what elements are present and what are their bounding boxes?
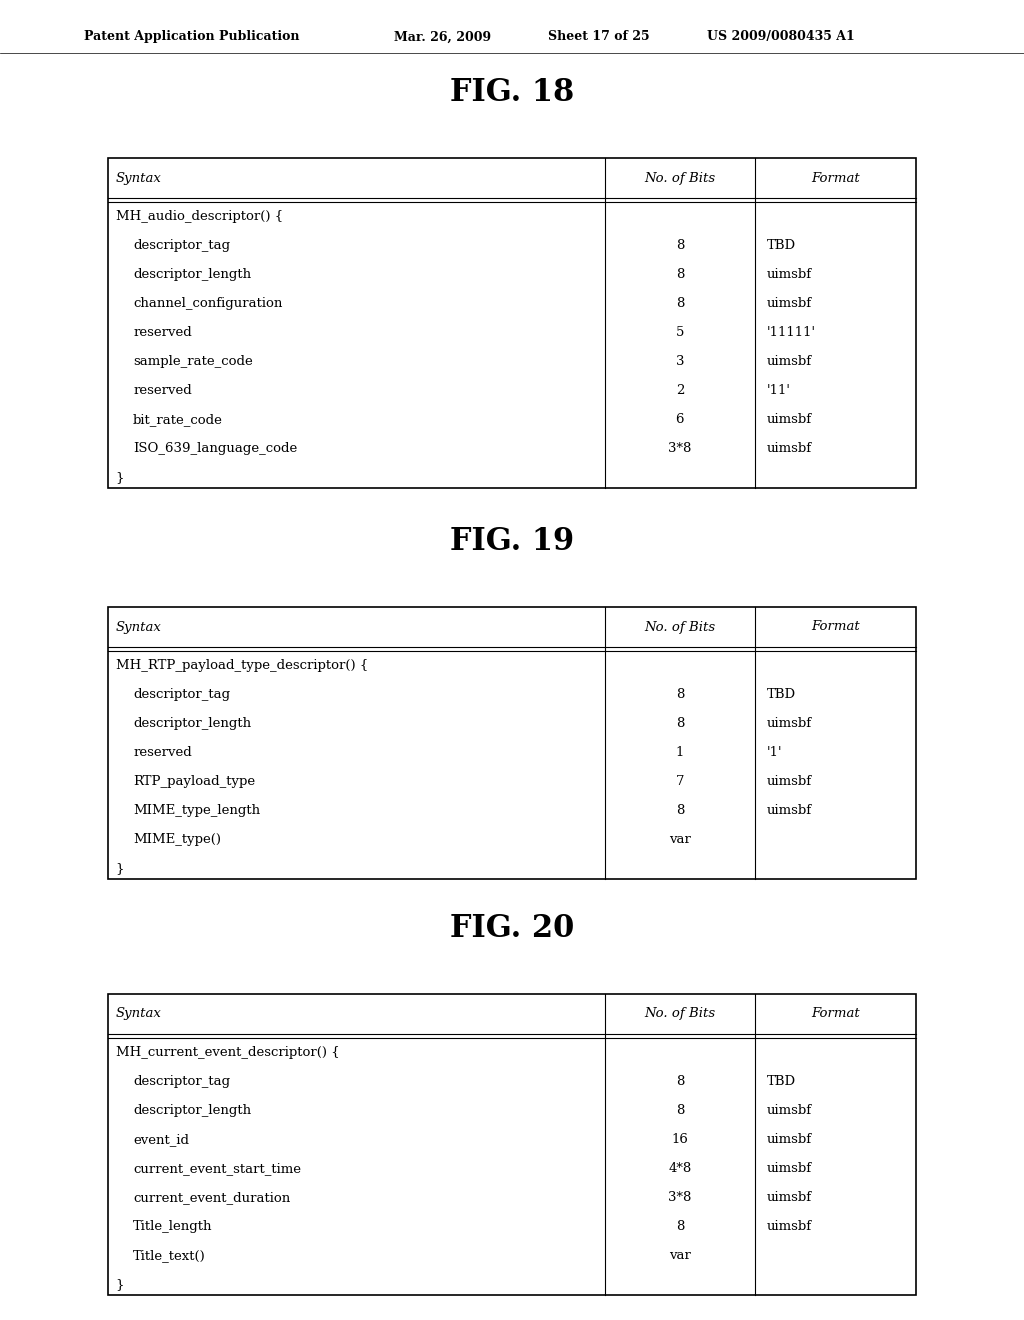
Text: 8: 8 <box>676 1074 684 1088</box>
Text: descriptor_length: descriptor_length <box>133 717 251 730</box>
Text: current_event_start_time: current_event_start_time <box>133 1162 301 1175</box>
Text: descriptor_tag: descriptor_tag <box>133 1074 230 1088</box>
Text: descriptor_tag: descriptor_tag <box>133 239 230 252</box>
Text: uimsbf: uimsbf <box>767 717 812 730</box>
Text: Title_text(): Title_text() <box>133 1249 206 1262</box>
Text: 4*8: 4*8 <box>669 1162 691 1175</box>
Text: 8: 8 <box>676 1104 684 1117</box>
Text: 3*8: 3*8 <box>669 1191 691 1204</box>
Text: 16: 16 <box>672 1133 688 1146</box>
Text: 6: 6 <box>676 413 684 426</box>
Text: '11': '11' <box>767 384 791 397</box>
Text: 8: 8 <box>676 239 684 252</box>
Text: }: } <box>116 1278 124 1291</box>
Text: Format: Format <box>811 172 860 185</box>
Text: RTP_payload_type: RTP_payload_type <box>133 775 255 788</box>
Text: uimsbf: uimsbf <box>767 1133 812 1146</box>
Text: 8: 8 <box>676 688 684 701</box>
Text: }: } <box>116 862 124 875</box>
Text: }: } <box>116 471 124 484</box>
Text: Patent Application Publication: Patent Application Publication <box>84 30 299 44</box>
Text: Title_length: Title_length <box>133 1220 213 1233</box>
Text: Syntax: Syntax <box>116 172 162 185</box>
Text: FIG. 20: FIG. 20 <box>450 913 574 944</box>
Text: '1': '1' <box>767 746 782 759</box>
Text: MIME_type(): MIME_type() <box>133 833 221 846</box>
Text: 7: 7 <box>676 775 684 788</box>
Bar <box>108 158 916 488</box>
Text: reserved: reserved <box>133 384 191 397</box>
Text: No. of Bits: No. of Bits <box>644 1007 716 1020</box>
Text: uimsbf: uimsbf <box>767 1191 812 1204</box>
Text: FIG. 19: FIG. 19 <box>450 527 574 557</box>
Bar <box>108 607 916 879</box>
Text: MH_current_event_descriptor() {: MH_current_event_descriptor() { <box>116 1045 340 1059</box>
Text: MH_audio_descriptor() {: MH_audio_descriptor() { <box>116 210 283 223</box>
Text: uimsbf: uimsbf <box>767 413 812 426</box>
Text: bit_rate_code: bit_rate_code <box>133 413 223 426</box>
Text: uimsbf: uimsbf <box>767 775 812 788</box>
Text: 8: 8 <box>676 804 684 817</box>
Text: channel_configuration: channel_configuration <box>133 297 283 310</box>
Text: ISO_639_language_code: ISO_639_language_code <box>133 442 297 455</box>
Text: FIG. 18: FIG. 18 <box>450 78 574 108</box>
Text: MIME_type_length: MIME_type_length <box>133 804 260 817</box>
Text: sample_rate_code: sample_rate_code <box>133 355 253 368</box>
Text: No. of Bits: No. of Bits <box>644 620 716 634</box>
Text: Syntax: Syntax <box>116 620 162 634</box>
Text: uimsbf: uimsbf <box>767 804 812 817</box>
Text: 8: 8 <box>676 1220 684 1233</box>
Text: descriptor_tag: descriptor_tag <box>133 688 230 701</box>
Text: '11111': '11111' <box>767 326 816 339</box>
Text: uimsbf: uimsbf <box>767 297 812 310</box>
Text: var: var <box>669 833 691 846</box>
Text: uimsbf: uimsbf <box>767 268 812 281</box>
Text: uimsbf: uimsbf <box>767 355 812 368</box>
Text: Syntax: Syntax <box>116 1007 162 1020</box>
Text: reserved: reserved <box>133 746 191 759</box>
Text: uimsbf: uimsbf <box>767 1104 812 1117</box>
Text: TBD: TBD <box>767 1074 796 1088</box>
Text: TBD: TBD <box>767 688 796 701</box>
Text: uimsbf: uimsbf <box>767 1220 812 1233</box>
Text: descriptor_length: descriptor_length <box>133 1104 251 1117</box>
Text: 3: 3 <box>676 355 684 368</box>
Text: 8: 8 <box>676 268 684 281</box>
Text: 1: 1 <box>676 746 684 759</box>
Bar <box>108 994 916 1295</box>
Text: No. of Bits: No. of Bits <box>644 172 716 185</box>
Text: Format: Format <box>811 620 860 634</box>
Text: descriptor_length: descriptor_length <box>133 268 251 281</box>
Text: 3*8: 3*8 <box>669 442 691 455</box>
Text: var: var <box>669 1249 691 1262</box>
Text: 5: 5 <box>676 326 684 339</box>
Text: Sheet 17 of 25: Sheet 17 of 25 <box>548 30 649 44</box>
Text: event_id: event_id <box>133 1133 189 1146</box>
Text: current_event_duration: current_event_duration <box>133 1191 291 1204</box>
Text: Mar. 26, 2009: Mar. 26, 2009 <box>394 30 492 44</box>
Text: 8: 8 <box>676 297 684 310</box>
Text: 2: 2 <box>676 384 684 397</box>
Text: US 2009/0080435 A1: US 2009/0080435 A1 <box>707 30 854 44</box>
Text: reserved: reserved <box>133 326 191 339</box>
Text: uimsbf: uimsbf <box>767 442 812 455</box>
Text: MH_RTP_payload_type_descriptor() {: MH_RTP_payload_type_descriptor() { <box>116 659 368 672</box>
Text: Format: Format <box>811 1007 860 1020</box>
Text: uimsbf: uimsbf <box>767 1162 812 1175</box>
Text: TBD: TBD <box>767 239 796 252</box>
Text: 8: 8 <box>676 717 684 730</box>
